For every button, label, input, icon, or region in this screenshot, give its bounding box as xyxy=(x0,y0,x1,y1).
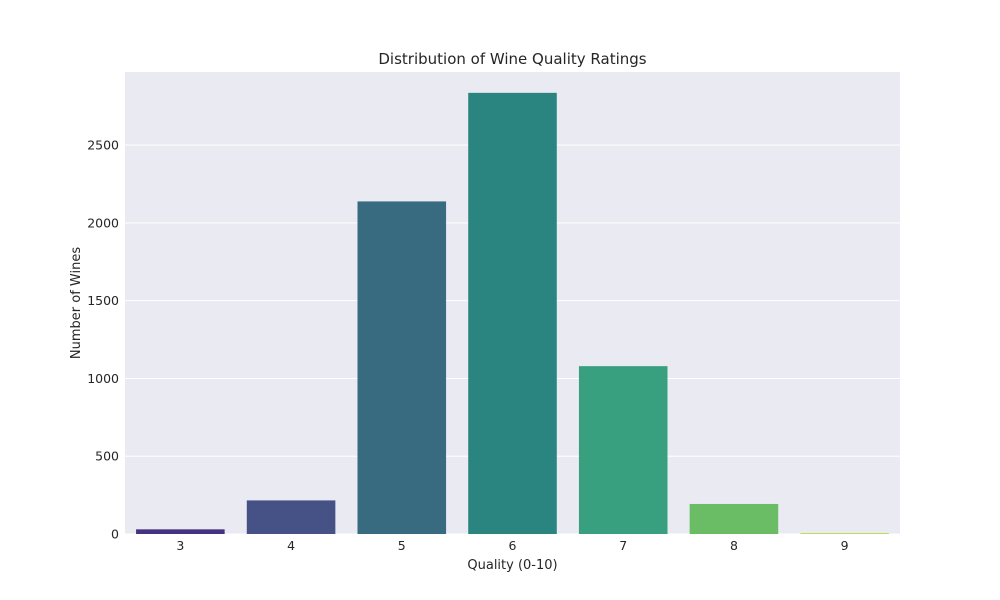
chart-title: Distribution of Wine Quality Ratings xyxy=(378,50,646,68)
bar-quality-3 xyxy=(136,529,225,534)
x-tick-label: 9 xyxy=(841,538,849,553)
x-tick-label: 3 xyxy=(176,538,184,553)
x-tick-labels: 3 4 5 6 7 8 9 xyxy=(176,538,848,553)
y-axis-label: Number of Wines xyxy=(69,247,84,359)
bar-quality-5 xyxy=(357,201,447,534)
bar-quality-9 xyxy=(800,533,889,534)
bars xyxy=(136,92,889,534)
bar-quality-8 xyxy=(689,503,779,534)
y-tick-label: 1500 xyxy=(87,293,119,308)
x-tick-label: 7 xyxy=(619,538,627,553)
bar-quality-7 xyxy=(578,366,668,534)
y-tick-labels: 0 500 1000 1500 2000 2500 xyxy=(87,138,119,542)
x-tick-label: 5 xyxy=(398,538,406,553)
y-tick-label: 500 xyxy=(95,449,119,464)
bar-quality-4 xyxy=(246,500,336,534)
y-tick-label: 0 xyxy=(111,527,119,542)
x-tick-label: 4 xyxy=(287,538,295,553)
x-tick-label: 8 xyxy=(730,538,738,553)
x-tick-label: 6 xyxy=(509,538,517,553)
bar-quality-6 xyxy=(468,92,557,534)
y-tick-label: 2000 xyxy=(87,215,119,230)
y-tick-label: 1000 xyxy=(87,371,119,386)
x-axis-label: Quality (0-10) xyxy=(467,558,557,573)
y-tick-label: 2500 xyxy=(87,138,119,153)
